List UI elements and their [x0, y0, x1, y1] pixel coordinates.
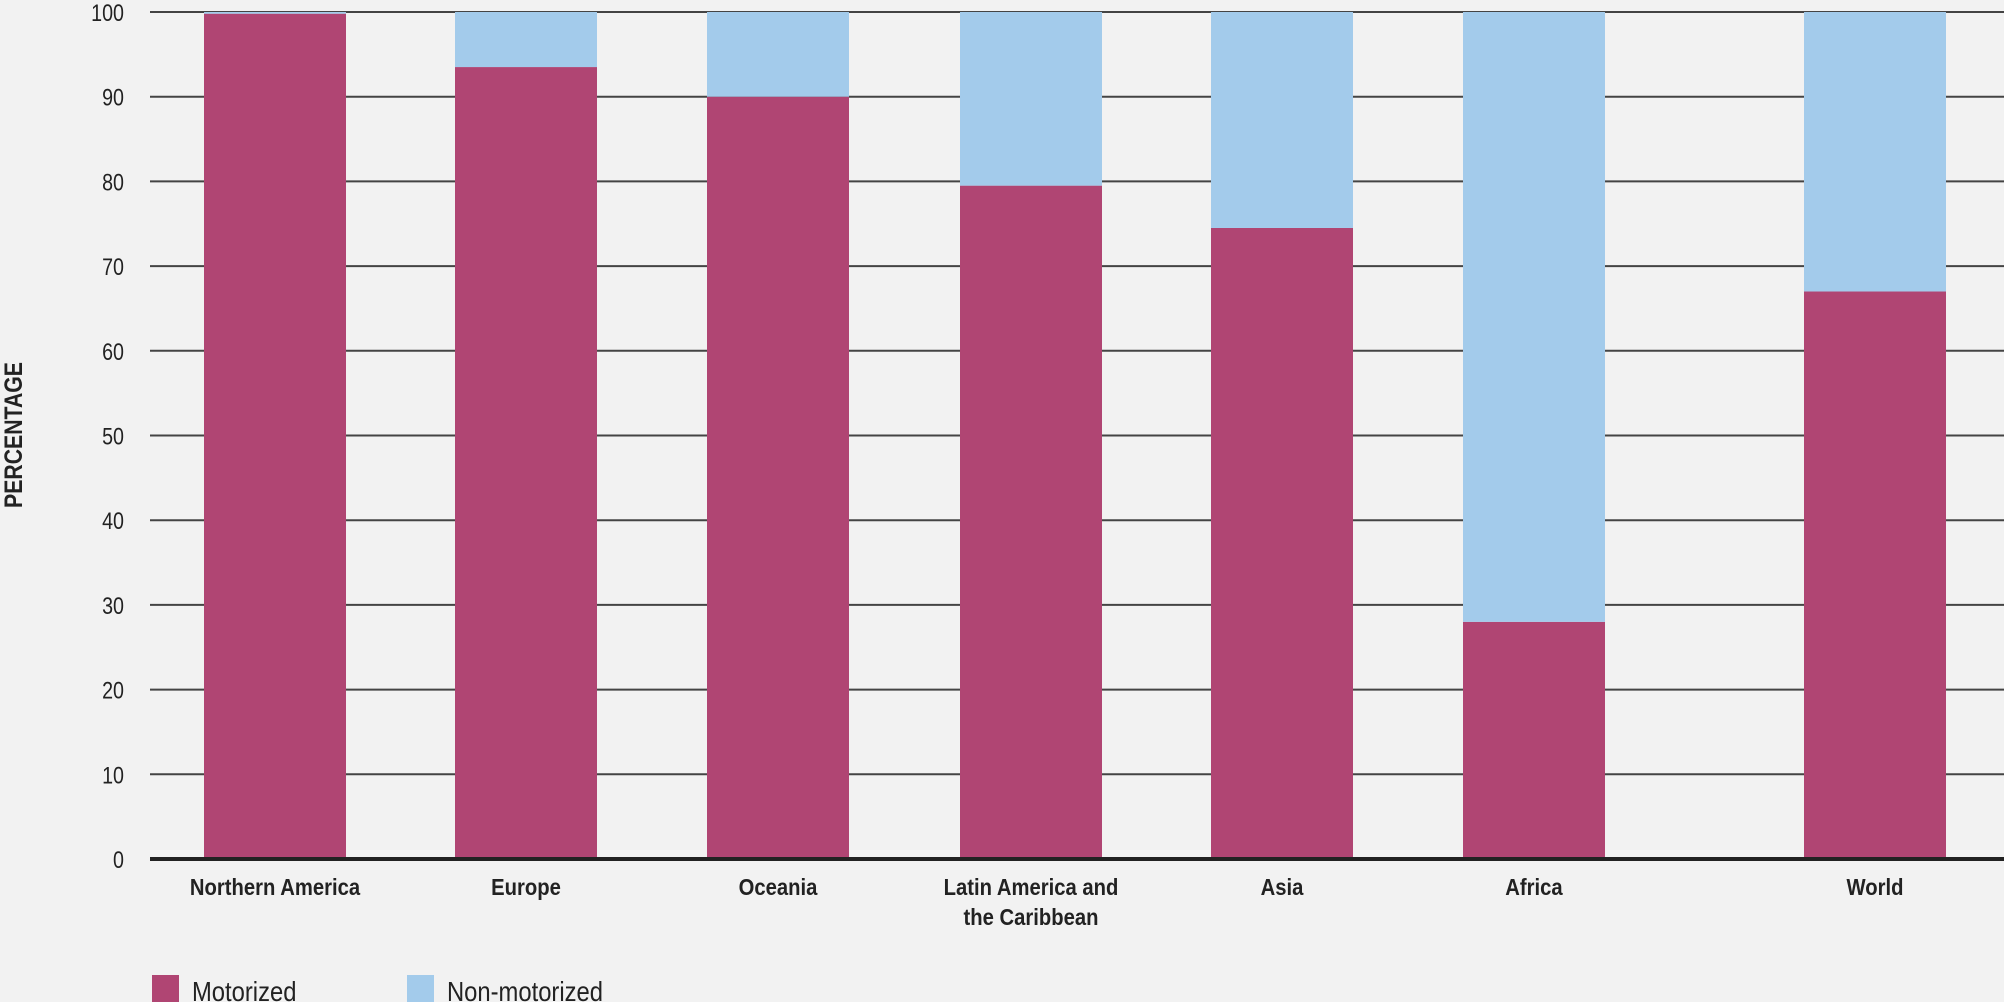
y-tick-label: 30	[102, 592, 124, 619]
y-tick-label: 40	[102, 507, 124, 534]
x-category-label: World	[1847, 874, 1904, 901]
bar-motorized	[1804, 291, 1946, 859]
legend-swatch-non-motorized	[407, 975, 434, 1002]
legend-swatch-motorized	[152, 975, 179, 1002]
y-tick-label: 20	[102, 677, 124, 704]
x-category-label: Asia	[1261, 874, 1305, 901]
x-category-label: Northern America	[190, 874, 361, 901]
y-tick-label: 90	[102, 84, 124, 111]
y-tick-label: 0	[113, 846, 124, 873]
x-category-label: the Caribbean	[964, 904, 1099, 931]
bar-non-motorized	[707, 12, 849, 97]
y-tick-label: 80	[102, 169, 124, 196]
bar-motorized	[455, 67, 597, 860]
legend-label: Non-motorized	[447, 975, 603, 1002]
bar-non-motorized	[455, 12, 597, 68]
bar-motorized	[1211, 227, 1353, 860]
y-tick-label: 50	[102, 423, 124, 450]
bar-motorized	[204, 13, 346, 860]
x-category-label: Europe	[491, 874, 561, 901]
y-tick-label: 70	[102, 253, 124, 280]
bar-motorized	[960, 185, 1102, 859]
bar-non-motorized	[204, 12, 346, 14]
legend-label: Motorized	[192, 975, 296, 1002]
x-category-label: Latin America and	[944, 874, 1119, 901]
bar-motorized	[707, 96, 849, 859]
bar-non-motorized	[1463, 12, 1605, 622]
bar-non-motorized	[960, 12, 1102, 186]
x-category-label: Africa	[1505, 874, 1563, 901]
bar-non-motorized	[1804, 12, 1946, 292]
y-axis-label: PERCENTAGE	[0, 362, 27, 508]
x-category-label: Oceania	[739, 874, 819, 901]
y-tick-label: 10	[102, 761, 124, 788]
y-tick-label: 60	[102, 338, 124, 365]
bar-motorized	[1463, 621, 1605, 859]
y-tick-label: 100	[91, 0, 124, 26]
bar-non-motorized	[1211, 12, 1353, 228]
